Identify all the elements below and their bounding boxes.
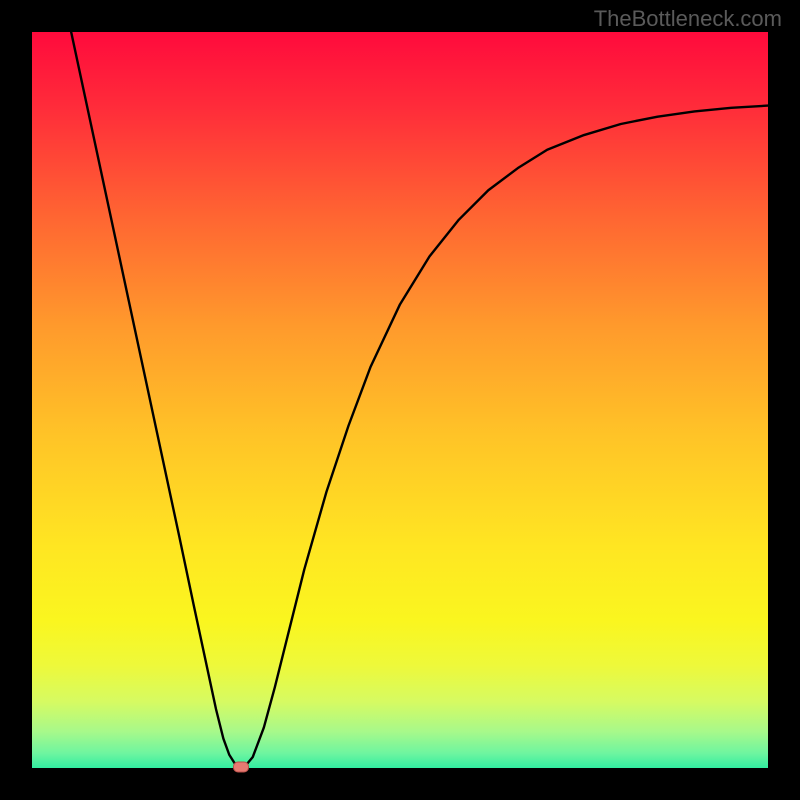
chart-container: TheBottleneck.com [0,0,800,800]
plot-area [32,32,768,768]
watermark-text: TheBottleneck.com [594,6,782,32]
curve-layer [32,32,768,768]
optimum-marker [233,761,249,772]
